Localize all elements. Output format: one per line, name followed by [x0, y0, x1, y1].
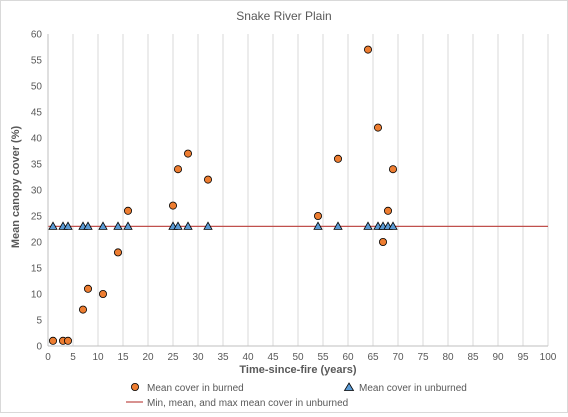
- burned-point: [79, 305, 88, 314]
- y-tick-label: 25: [31, 212, 43, 223]
- unburned-point: [388, 221, 398, 230]
- y-tick-label: 5: [36, 316, 42, 327]
- legend-label-reference-line: Min, mean, and max mean cover in unburne…: [147, 398, 348, 409]
- burned-point: [363, 45, 372, 54]
- burned-point: [49, 336, 58, 345]
- x-tick-label: 50: [292, 352, 304, 363]
- x-tick-label: 90: [492, 352, 504, 363]
- y-tick-label: 30: [31, 186, 43, 197]
- x-tick-label: 5: [70, 352, 76, 363]
- burned-point: [373, 123, 382, 132]
- x-tick-label: 80: [442, 352, 454, 363]
- burned-point: [114, 248, 123, 257]
- unburned-point: [333, 221, 343, 230]
- y-tick-label: 20: [31, 238, 43, 249]
- y-tick-label: 55: [31, 56, 43, 67]
- x-tick-label: 70: [392, 352, 404, 363]
- burned-point: [203, 175, 212, 184]
- x-tick-label: 20: [142, 352, 154, 363]
- legend-item-unburned: Mean cover in unburned: [343, 382, 467, 394]
- burned-point: [313, 211, 322, 220]
- unburned-point: [83, 221, 93, 230]
- burned-point: [383, 206, 392, 215]
- y-tick-label: 0: [36, 342, 42, 353]
- x-tick-label: 35: [217, 352, 229, 363]
- legend-triangle-marker: [343, 382, 355, 391]
- x-tick-label: 100: [540, 352, 557, 363]
- unburned-point: [363, 221, 373, 230]
- y-tick-label: 40: [31, 134, 43, 145]
- y-tick-label: 10: [31, 290, 43, 301]
- y-tick-labels: 0 5 10 15 20 25 30 35 40 45 50 55 60: [31, 30, 43, 353]
- x-tick-label: 95: [517, 352, 529, 363]
- x-tick-label: 25: [167, 352, 179, 363]
- x-tick-label: 60: [342, 352, 354, 363]
- burned-point: [168, 201, 177, 210]
- legend: Mean cover in burned Mean cover in unbur…: [126, 382, 467, 409]
- unburned-point: [98, 221, 108, 230]
- burned-point: [183, 149, 192, 158]
- x-tick-labels: 0 5 10 15 20 25 30 35 40 45 50 55 60 65 70 75 80 85 90 95 10…: [45, 352, 557, 363]
- unburned-point: [173, 221, 183, 230]
- burned-point: [388, 165, 397, 174]
- legend-circle-marker: [130, 382, 139, 391]
- legend-label-unburned: Mean cover in unburned: [359, 383, 467, 394]
- x-tick-label: 55: [317, 352, 329, 363]
- y-axis-label: Mean canopy cover (%): [10, 126, 22, 249]
- x-tick-label: 45: [267, 352, 279, 363]
- unburned-point: [313, 221, 323, 230]
- y-tick-label: 15: [31, 264, 43, 275]
- legend-item-reference-line: Min, mean, and max mean cover in unburne…: [126, 398, 348, 409]
- x-tick-label: 30: [192, 352, 204, 363]
- x-tick-label: 40: [242, 352, 254, 363]
- x-tick-label: 75: [417, 352, 429, 363]
- y-tick-label: 50: [31, 82, 43, 93]
- x-tick-label: 65: [367, 352, 379, 363]
- unburned-point: [203, 221, 213, 230]
- y-tick-label: 60: [31, 30, 43, 41]
- burned-point: [378, 237, 387, 246]
- axes: [47, 34, 548, 347]
- burned-point: [173, 165, 182, 174]
- data-points: [48, 45, 398, 345]
- x-tick-label: 0: [45, 352, 51, 363]
- burned-point: [124, 206, 133, 215]
- burned-point: [84, 284, 93, 293]
- unburned-point: [63, 221, 73, 230]
- chart-title: Snake River Plain: [236, 9, 331, 23]
- burned-point: [64, 336, 73, 345]
- burned-point: [333, 154, 342, 163]
- burned-point: [99, 289, 108, 298]
- legend-item-burned: Mean cover in burned: [130, 382, 244, 394]
- x-tick-label: 85: [467, 352, 479, 363]
- unburned-point: [113, 221, 123, 230]
- legend-label-burned: Mean cover in burned: [147, 383, 244, 394]
- y-tick-label: 35: [31, 160, 43, 171]
- y-tick-label: 45: [31, 108, 43, 119]
- x-tick-label: 15: [117, 352, 129, 363]
- unburned-point: [123, 221, 133, 230]
- unburned-point: [183, 221, 193, 230]
- x-axis-label: Time-since-fire (years): [239, 364, 357, 376]
- x-tick-label: 10: [92, 352, 104, 363]
- grid-lines: [72, 34, 549, 346]
- unburned-point: [48, 221, 58, 230]
